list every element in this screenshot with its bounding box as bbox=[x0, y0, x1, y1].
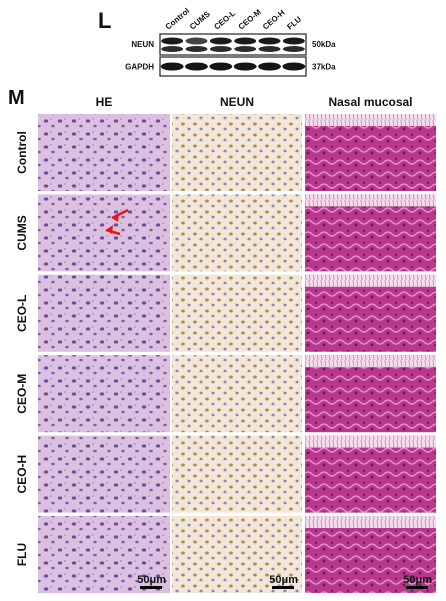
band bbox=[282, 37, 305, 45]
band bbox=[209, 37, 232, 45]
band bbox=[234, 46, 257, 52]
row-label: NEUN bbox=[131, 40, 154, 49]
scale-bar bbox=[406, 586, 428, 589]
micrograph bbox=[305, 355, 436, 433]
micrograph bbox=[172, 435, 302, 513]
micrograph bbox=[172, 516, 302, 593]
row-label: CUMS bbox=[15, 215, 29, 250]
column-header: NEUN bbox=[220, 95, 254, 109]
micrograph bbox=[38, 114, 170, 191]
scale-bar-label: 50μm bbox=[137, 574, 166, 586]
micrograph bbox=[38, 355, 170, 433]
band bbox=[161, 37, 184, 45]
row-label: CEO-M bbox=[15, 374, 29, 414]
micrograph bbox=[172, 114, 302, 191]
blot-box bbox=[159, 56, 307, 77]
row-label: FLU bbox=[15, 543, 29, 566]
lane-label: CEO-L bbox=[212, 9, 237, 32]
band bbox=[258, 37, 281, 45]
column-header: HE bbox=[96, 95, 113, 109]
band bbox=[258, 62, 281, 71]
panel-label: M bbox=[8, 87, 25, 109]
arrow-head bbox=[106, 225, 113, 234]
micrograph bbox=[172, 274, 302, 352]
panel-label: L bbox=[98, 8, 111, 33]
micrograph bbox=[172, 194, 302, 272]
band bbox=[233, 62, 257, 71]
lane-label: FLU bbox=[285, 14, 303, 31]
band bbox=[258, 46, 281, 52]
band bbox=[185, 62, 208, 71]
lane-label: CEO-M bbox=[237, 7, 263, 31]
row-label: CEO-H bbox=[15, 455, 29, 494]
micrograph bbox=[38, 274, 170, 352]
micrograph bbox=[38, 516, 170, 593]
epithelium bbox=[305, 114, 436, 126]
micrograph bbox=[305, 516, 436, 593]
band bbox=[185, 46, 208, 52]
micrograph bbox=[38, 194, 170, 272]
band bbox=[209, 62, 233, 71]
scale-bar-label: 50μm bbox=[403, 574, 432, 586]
size-label: 37kDa bbox=[312, 63, 336, 72]
row-label: GAPDH bbox=[125, 63, 154, 72]
band bbox=[209, 46, 232, 52]
epithelium bbox=[305, 435, 436, 448]
size-label: 50kDa bbox=[312, 40, 336, 49]
arrow-head bbox=[112, 213, 119, 222]
row-label: Control bbox=[15, 131, 29, 174]
micrograph bbox=[305, 114, 436, 191]
band bbox=[161, 46, 184, 52]
band bbox=[185, 37, 208, 45]
row-label: CEO-L bbox=[15, 295, 29, 332]
band bbox=[282, 62, 306, 71]
micrograph bbox=[172, 355, 302, 433]
micrograph bbox=[305, 274, 436, 352]
scale-bar-label: 50μm bbox=[269, 574, 298, 586]
band bbox=[282, 46, 305, 52]
epithelium bbox=[305, 274, 436, 287]
column-header: Nasal mucosal bbox=[328, 95, 412, 109]
epithelium bbox=[305, 355, 436, 368]
blot-box bbox=[159, 33, 307, 56]
epithelium bbox=[305, 516, 436, 528]
band bbox=[234, 37, 257, 45]
micrograph bbox=[305, 435, 436, 513]
lane-label: Control bbox=[164, 6, 192, 31]
lane-label: CEO-H bbox=[261, 8, 287, 32]
band bbox=[160, 62, 184, 71]
micrograph bbox=[38, 435, 170, 513]
scale-bar bbox=[272, 586, 294, 589]
lane-label: CUMS bbox=[188, 9, 212, 31]
epithelium bbox=[305, 194, 436, 207]
micrograph bbox=[305, 194, 436, 272]
scale-bar bbox=[140, 586, 162, 589]
